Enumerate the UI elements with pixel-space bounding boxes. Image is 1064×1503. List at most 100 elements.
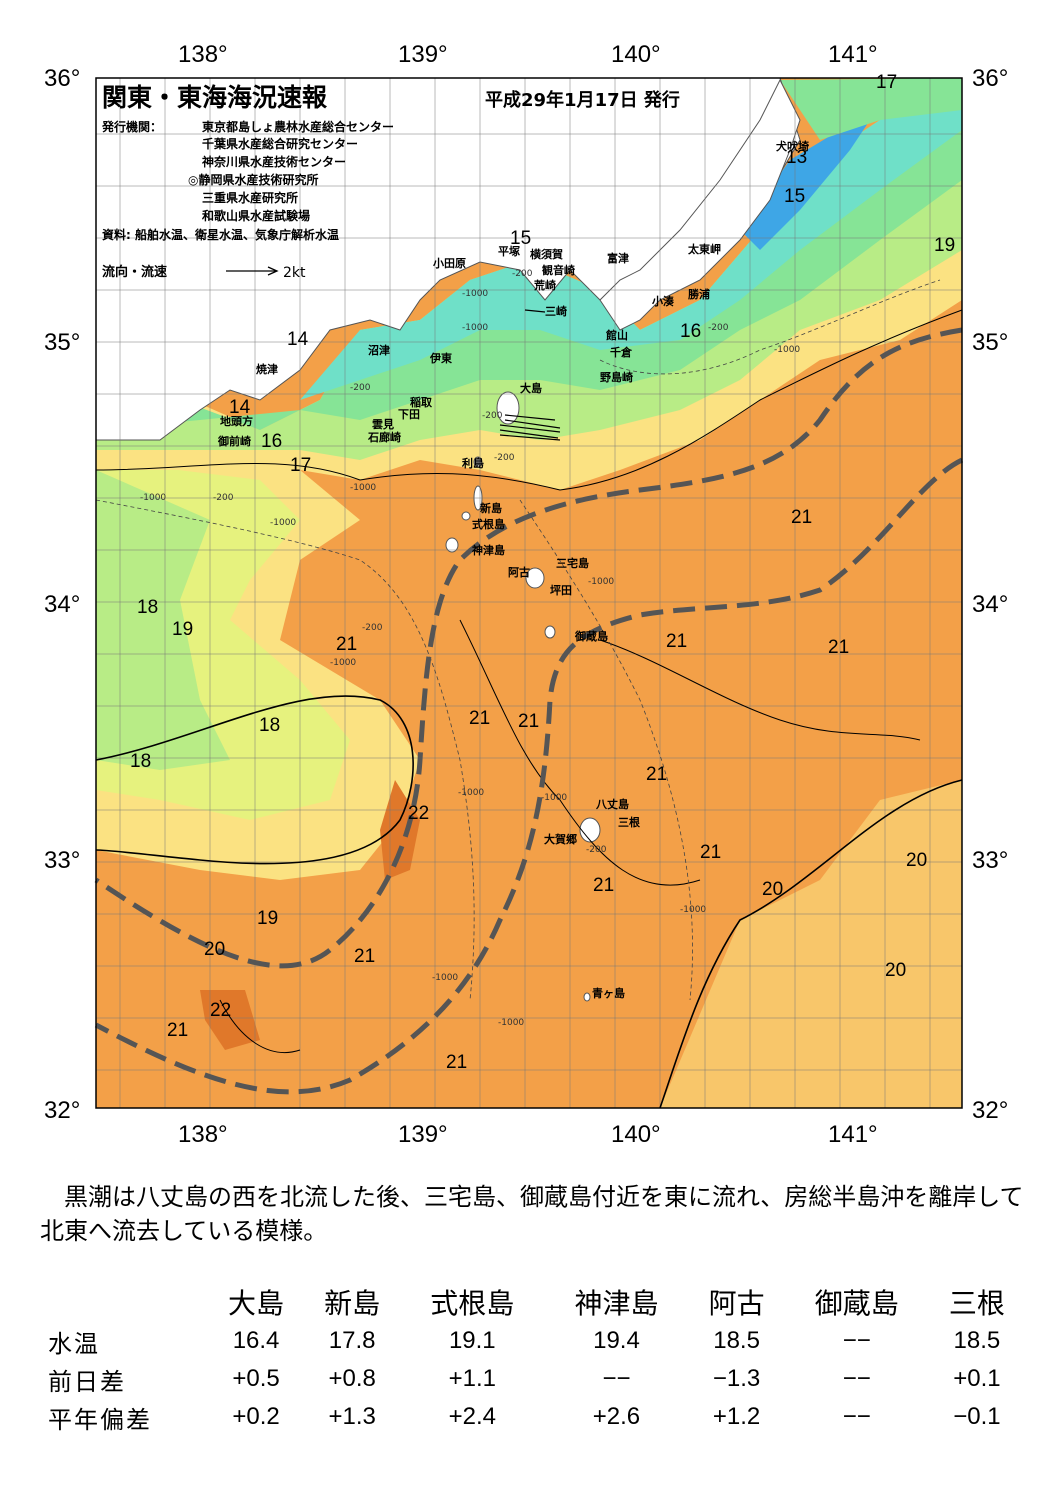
data-source: 資料: 船舶水温、衛星水温、気象庁解析水温	[102, 227, 339, 242]
header-blank	[40, 1282, 208, 1322]
place-label: 阿古	[508, 565, 530, 579]
depth-value-labels: -200 -200 -200 -200 -200 -200 -200 -200 …	[140, 269, 800, 1028]
place-label: 小田原	[432, 256, 466, 270]
isotherm-label: 17	[876, 72, 897, 93]
place-label: 神津島	[472, 543, 505, 557]
lat-lon-grid	[96, 78, 962, 1108]
map-border	[95, 77, 963, 1109]
isotherm-label: 20	[906, 850, 927, 871]
table-cell: 18.5	[953, 1327, 1001, 1354]
row-label: 平年偏差	[48, 1406, 152, 1434]
depth-label: -200	[586, 845, 607, 855]
isotherm-label: 21	[700, 842, 721, 863]
place-label: 焼津	[256, 362, 278, 376]
place-label: 式根島	[472, 517, 505, 531]
station-name: 阿古	[708, 1288, 765, 1319]
place-label: 館山	[605, 328, 628, 342]
table-cell: 17.8	[328, 1327, 376, 1354]
isotherm-label: 20	[204, 939, 225, 960]
issuer: 東京都島しょ農林水産総合センター	[202, 119, 394, 134]
table-cell: +0.2	[232, 1403, 280, 1430]
place-label: 稲取	[410, 395, 432, 409]
lon-label: 139°	[398, 1121, 448, 1148]
depth-label: -200	[494, 453, 515, 463]
lat-label: 32°	[972, 1097, 1008, 1124]
station-name: 御蔵島	[814, 1288, 899, 1319]
depth-label: -1000	[140, 493, 166, 503]
flow-legend-speed: 2kt	[283, 265, 306, 281]
lat-label: 32°	[44, 1097, 80, 1124]
isotherm-label: 21	[167, 1020, 188, 1041]
place-label: 雲見	[372, 418, 394, 431]
depth-label: -200	[213, 493, 234, 503]
place-label: 平塚	[498, 244, 520, 258]
table-cell: +1.2	[712, 1403, 761, 1430]
isotherm-label: 18	[259, 715, 280, 736]
depth-label: -200	[482, 411, 503, 421]
place-label: 青ヶ島	[592, 986, 625, 1000]
place-label: 下田	[398, 408, 420, 421]
depth-label: -200	[350, 383, 371, 393]
table-cell: +0.5	[232, 1365, 280, 1392]
lon-label: 140°	[611, 41, 661, 68]
isotherm-label: 21	[593, 875, 614, 896]
isotherm-label: 14	[229, 397, 251, 418]
isotherm-lines	[95, 309, 963, 1109]
place-label: 三宅島	[556, 556, 589, 570]
table-cell: −−	[842, 1365, 871, 1392]
issuer-block: 発行機関： 東京都島しょ農林水産総合センター 千葉県水産総合研究センター 神奈川…	[101, 119, 394, 242]
isotherm-label: 22	[408, 803, 429, 824]
isotherm-label: 17	[290, 455, 311, 476]
isotherm-label: 22	[210, 1000, 231, 1021]
map-title: 関東・東海海況速報	[102, 83, 328, 112]
depth-label: -1000	[458, 788, 484, 798]
station-name: 神津島	[574, 1288, 659, 1319]
lon-labels-bottom: 138° 139° 140° 141°	[178, 1121, 878, 1148]
place-label: 観音崎	[542, 263, 575, 277]
depth-label: -1000	[498, 1018, 524, 1028]
station-stats-table: 大島 新島 式根島 神津島 阿古 御蔵島 三根 水温 16.4 17.8 19.…	[40, 1282, 1025, 1436]
isotherm-label: 19	[257, 908, 278, 929]
place-label: 新島	[480, 501, 502, 515]
flow-vectors	[499, 309, 561, 441]
table-cell: −−	[842, 1327, 871, 1354]
isotherm-label: 21	[446, 1052, 467, 1073]
depth-label: -1000	[432, 973, 458, 983]
table-cell: +2.6	[592, 1403, 641, 1430]
place-label: 地頭方	[220, 414, 253, 428]
isotherm-label: 19	[172, 619, 193, 640]
isotherm-label: 15	[510, 228, 531, 249]
issuer: ◎静岡県水産技術研究所	[188, 172, 318, 187]
table-row: 水温 16.4 17.8 19.1 19.4 18.5 −− 18.5	[40, 1322, 1025, 1360]
place-label: 御前崎	[217, 434, 251, 448]
lat-label: 35°	[972, 329, 1008, 356]
issuer: 三重県水産研究所	[202, 190, 298, 205]
isotherm-label: 20	[762, 879, 783, 900]
table-cell: 18.5	[713, 1327, 760, 1354]
place-label: 坪田	[550, 584, 572, 597]
table-cell: −1.3	[712, 1365, 761, 1392]
table-cell: 19.1	[448, 1327, 496, 1354]
place-label: 太東岬	[687, 242, 721, 256]
place-label: 沼津	[368, 343, 390, 357]
depth-contours	[95, 279, 941, 1001]
place-label: 三崎	[545, 304, 567, 318]
depth-label: -1000	[541, 793, 567, 803]
isotherm-label: 14	[287, 329, 309, 350]
table-cell: −−	[842, 1403, 871, 1430]
lon-label: 141°	[828, 41, 878, 68]
lat-labels-right: 36° 35° 34° 33° 32°	[972, 65, 1008, 1124]
isotherm-label: 21	[646, 764, 667, 785]
lon-label: 140°	[611, 1121, 661, 1148]
place-labels: 小田原 平塚 横須賀 観音崎 富津 荒崎 三崎 太東岬 勝浦 小湊 犬吠埼 館山…	[217, 139, 809, 1000]
isotherm-label: 21	[336, 634, 357, 655]
lon-label: 139°	[398, 41, 448, 68]
place-label: 荒崎	[533, 278, 556, 292]
lat-labels-left: 36° 35° 34° 33° 32°	[44, 65, 80, 1124]
place-label: 犬吠埼	[776, 139, 809, 153]
isotherm-label: 16	[680, 321, 701, 342]
lon-label: 138°	[178, 1121, 228, 1148]
isotherm-label: 18	[130, 751, 151, 772]
flow-legend: 流向・流速 2kt	[102, 264, 306, 281]
table-cell: +2.4	[448, 1403, 496, 1430]
